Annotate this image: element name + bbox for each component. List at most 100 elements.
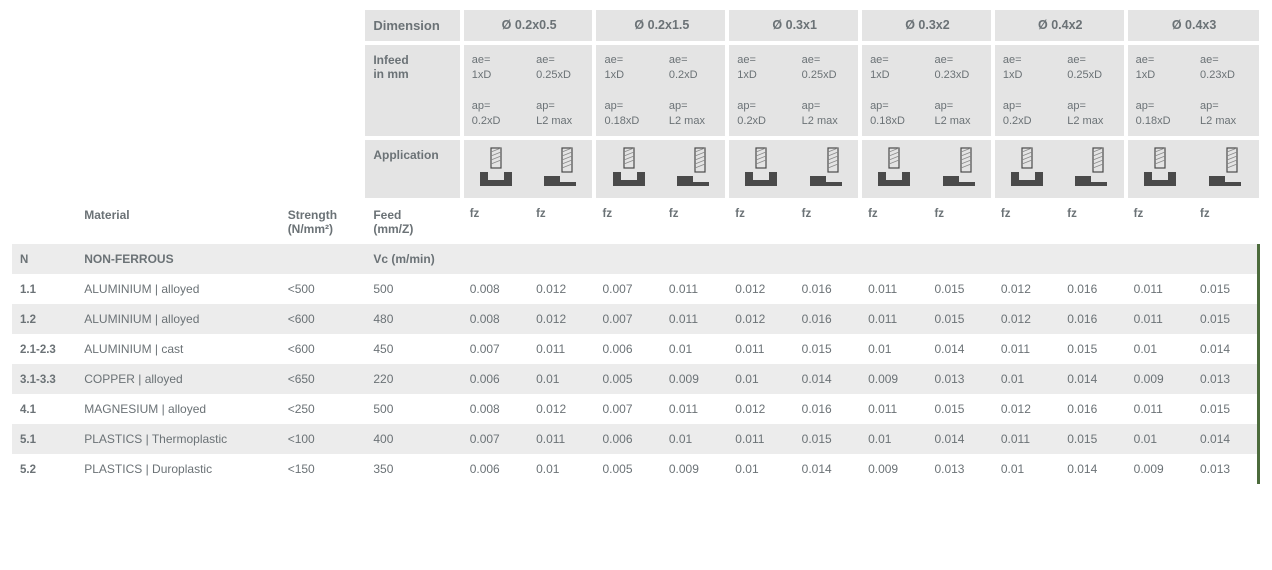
vc-label: Vc (m/min) [373, 252, 434, 266]
ap-value: ap=0.2xD [472, 99, 522, 129]
fz-value: 0.016 [802, 282, 832, 296]
slot-mill-icon [862, 140, 926, 198]
fz-value: 0.016 [802, 402, 832, 416]
row-code: 4.1 [20, 404, 36, 416]
fz-value: 0.01 [735, 372, 758, 386]
fz-value: 0.011 [669, 282, 698, 296]
material-name: PLASTICS | Duroplastic [84, 462, 212, 476]
strength-header: Strength(N/mm²) [288, 208, 337, 236]
side-mill-icon [926, 140, 990, 198]
fz-value: 0.011 [536, 432, 565, 446]
fz-value: 0.009 [868, 462, 898, 476]
fz-header: fz [934, 208, 944, 220]
fz-value: 0.008 [470, 282, 500, 296]
fz-value: 0.01 [868, 342, 891, 356]
fz-value: 0.01 [669, 342, 692, 356]
fz-value: 0.012 [735, 282, 765, 296]
application-label: Application [373, 148, 453, 162]
fz-value: 0.012 [1001, 282, 1031, 296]
fz-value: 0.01 [669, 432, 692, 446]
table-row: 3.1-3.3COPPER | alloyed<6502200.0060.010… [12, 364, 1259, 394]
fz-value: 0.015 [1067, 432, 1097, 446]
fz-header: fz [1001, 208, 1011, 220]
dimension-value: Ø 0.2x1.5 [604, 18, 719, 32]
material-name: PLASTICS | Thermoplastic [84, 432, 227, 446]
dimension-label: Dimension [373, 18, 439, 33]
ap-value: ap=L2 max [802, 99, 852, 129]
fz-value: 0.014 [934, 432, 964, 446]
fz-value: 0.006 [470, 372, 500, 386]
fz-value: 0.015 [934, 282, 964, 296]
section-name: NON-FERROUS [84, 252, 173, 266]
fz-value: 0.01 [536, 462, 559, 476]
fz-value: 0.012 [1001, 312, 1031, 326]
slot-mill-icon [729, 140, 793, 198]
fz-value: 0.007 [470, 342, 500, 356]
fz-value: 0.015 [934, 402, 964, 416]
fz-header: fz [536, 208, 546, 220]
dimension-value: Ø 0.3x1 [737, 18, 852, 32]
fz-value: 0.013 [1200, 462, 1230, 476]
fz-value: 0.011 [1001, 342, 1030, 356]
fz-value: 0.012 [536, 282, 566, 296]
fz-value: 0.009 [1134, 462, 1164, 476]
fz-value: 0.011 [1134, 282, 1163, 296]
fz-value: 0.012 [536, 402, 566, 416]
material-name: ALUMINIUM | cast [84, 342, 183, 356]
fz-value: 0.01 [868, 432, 891, 446]
vc-value: 220 [373, 372, 393, 386]
fz-value: 0.01 [1001, 462, 1024, 476]
slot-mill-icon [464, 140, 528, 198]
fz-header: fz [602, 208, 612, 220]
section-code: N [20, 254, 28, 266]
fz-value: 0.009 [1134, 372, 1164, 386]
ae-value: ae=1xD [604, 53, 654, 83]
fz-value: 0.01 [536, 372, 559, 386]
dimension-value: Ø 0.4x2 [1003, 18, 1118, 32]
fz-value: 0.011 [868, 312, 897, 326]
fz-value: 0.006 [602, 432, 632, 446]
fz-value: 0.01 [735, 462, 758, 476]
fz-header: fz [1067, 208, 1077, 220]
vc-value: 350 [373, 462, 393, 476]
ap-value: ap=L2 max [1067, 99, 1117, 129]
fz-value: 0.011 [1134, 402, 1163, 416]
fz-value: 0.007 [602, 282, 632, 296]
fz-value: 0.011 [868, 282, 897, 296]
fz-value: 0.007 [470, 432, 500, 446]
fz-header: fz [470, 208, 480, 220]
fz-header: fz [868, 208, 878, 220]
material-name: ALUMINIUM | alloyed [84, 282, 199, 296]
fz-value: 0.009 [669, 372, 699, 386]
fz-header: fz [1200, 208, 1210, 220]
strength-value: <500 [288, 282, 315, 296]
fz-value: 0.011 [1134, 312, 1163, 326]
strength-value: <100 [288, 432, 315, 446]
vc-value: 500 [373, 402, 393, 416]
ae-value: ae=1xD [472, 53, 522, 83]
fz-value: 0.012 [536, 312, 566, 326]
fz-value: 0.011 [536, 342, 565, 356]
ap-value: ap=0.18xD [870, 99, 920, 129]
fz-value: 0.006 [470, 462, 500, 476]
fz-value: 0.011 [868, 402, 897, 416]
ap-value: ap=L2 max [669, 99, 719, 129]
fz-value: 0.008 [470, 402, 500, 416]
strength-value: <650 [288, 372, 315, 386]
feed-header: Feed(mm/Z) [373, 208, 413, 236]
fz-value: 0.011 [735, 432, 764, 446]
ap-value: ap=L2 max [934, 99, 984, 129]
table-row: 1.1ALUMINIUM | alloyed<5005000.0080.0120… [12, 274, 1259, 304]
strength-value: <150 [288, 462, 315, 476]
infeed-label: Infeedin mm [373, 53, 453, 81]
ap-value: ap=L2 max [1200, 99, 1252, 129]
ae-value: ae=0.25xD [1067, 53, 1117, 83]
dimension-value: Ø 0.4x3 [1136, 18, 1253, 32]
row-code: 3.1-3.3 [20, 374, 56, 386]
fz-value: 0.015 [934, 312, 964, 326]
vc-value: 400 [373, 432, 393, 446]
side-mill-icon [528, 140, 592, 198]
slot-mill-icon [995, 140, 1059, 198]
ae-value: ae=1xD [1003, 53, 1053, 83]
side-mill-icon [1059, 140, 1123, 198]
